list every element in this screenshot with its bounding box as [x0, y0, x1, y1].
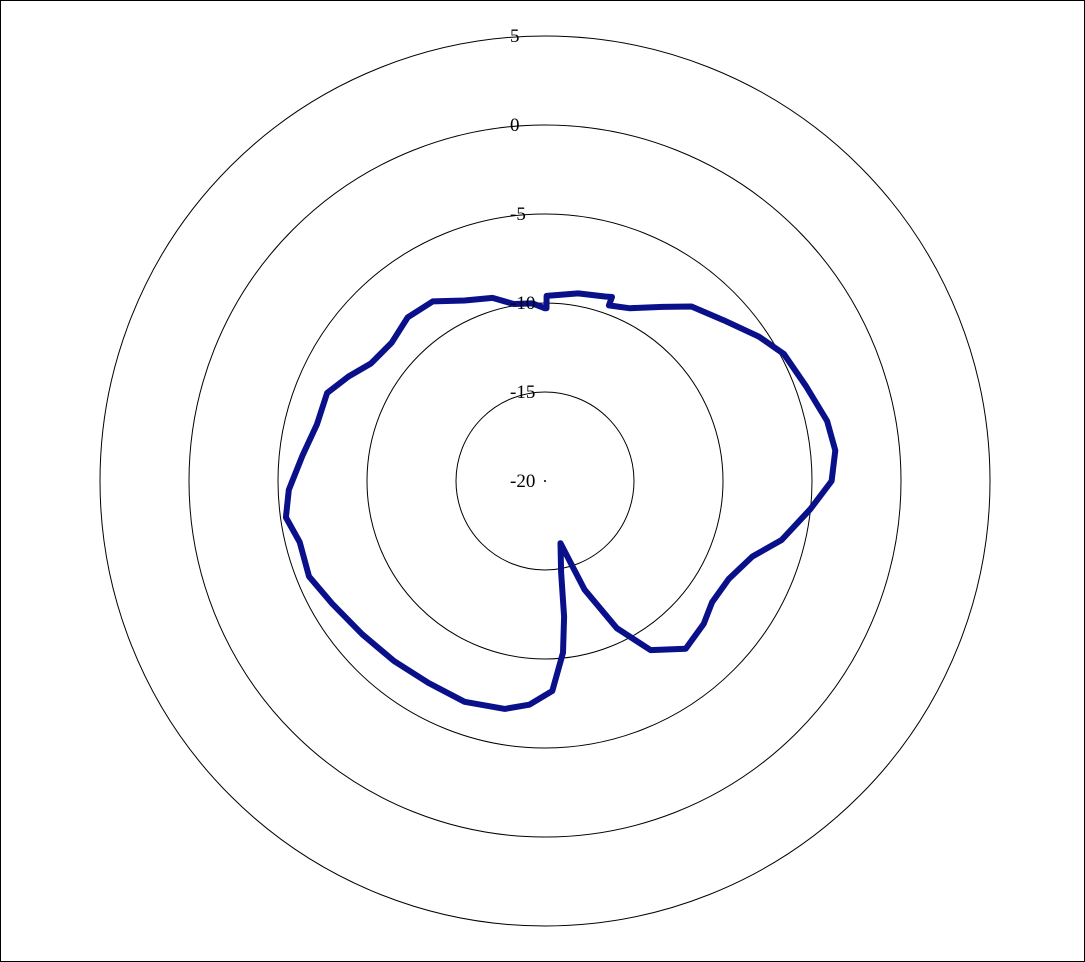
grid-ring	[455, 391, 635, 571]
grid-ring	[99, 35, 991, 927]
series-layer	[282, 290, 839, 712]
r-tick-label: 5	[510, 26, 520, 47]
grid-ring	[277, 213, 813, 749]
r-tick-label: -5	[510, 204, 526, 225]
r-tick-label: -15	[510, 382, 535, 403]
grid-ring	[188, 124, 902, 838]
tick-labels: -20 -15 -10 -5 0 5	[510, 26, 535, 492]
series-line	[282, 290, 839, 712]
r-tick-label: 0	[510, 115, 520, 136]
center-point	[544, 480, 546, 482]
r-tick-label: -10	[510, 293, 535, 314]
r-tick-label: -20	[510, 471, 535, 492]
